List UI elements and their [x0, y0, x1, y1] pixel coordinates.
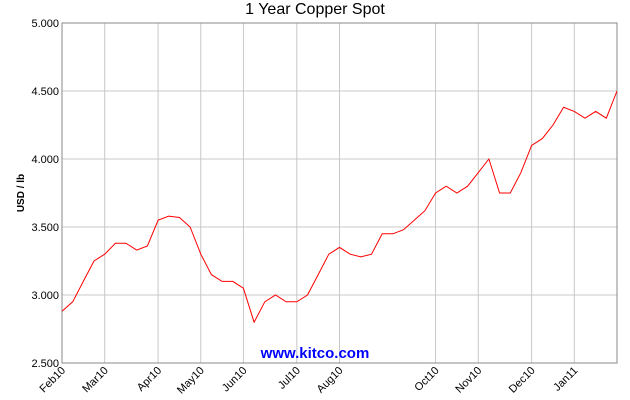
y-tick-label: 2.500	[31, 358, 59, 370]
y-axis-label: USD / lb	[16, 174, 27, 212]
watermark: www.kitco.com	[260, 345, 370, 362]
y-tick-label: 5.000	[31, 18, 59, 30]
y-tick-label: 3.000	[31, 290, 59, 302]
price-line	[61, 90, 618, 324]
plot-frame	[61, 22, 618, 364]
y-tick-label: 4.500	[31, 86, 59, 98]
chart-title: 1 Year Copper Spot	[245, 1, 385, 18]
y-tick-label: 4.000	[31, 154, 59, 166]
y-tick-label: 3.500	[31, 222, 59, 234]
